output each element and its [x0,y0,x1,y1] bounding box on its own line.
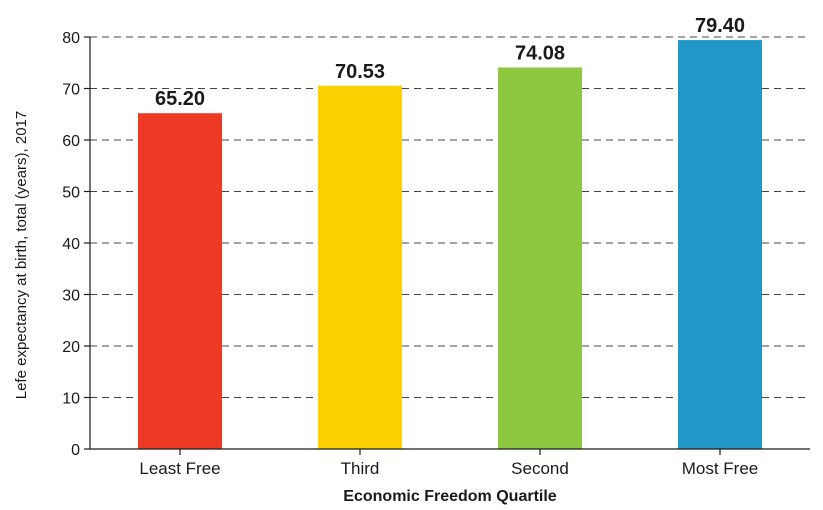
y-tick-label-0: 0 [71,442,80,459]
value-label-2: 74.08 [515,42,565,64]
y-tick-label-1: 10 [62,391,80,408]
x-tick-label-3: Most Free [682,459,759,478]
y-tick-label-5: 50 [62,185,80,202]
x-tick-label-1: Third [341,459,380,478]
value-label-3: 79.40 [695,15,745,37]
axes: 0 10 20 30 40 50 60 70 80 [62,30,810,459]
y-tick-label-8: 80 [62,30,80,47]
bar-least-free [138,113,222,449]
y-tick-label-7: 70 [62,82,80,99]
bar-third [318,85,402,449]
x-tick-label-2: Second [511,459,569,478]
bars [138,40,762,450]
bar-second [498,67,582,449]
y-tick-label-2: 20 [62,339,80,356]
y-tick-label-6: 60 [62,133,80,150]
value-label-0: 65.20 [155,88,205,110]
labels: 65.20 Least Free 70.53 Third 74.08 Second 79.4… [139,15,758,478]
y-tick-label-4: 40 [62,236,80,253]
y-axis-label: Lefe expectancy at birth, total (years),… [13,111,30,400]
y-tick-label-3: 30 [62,288,80,305]
x-axis-label: Economic Freedom Quartile [343,488,556,505]
value-label-1: 70.53 [335,61,385,83]
x-tick-label-0: Least Free [139,459,220,478]
bar-most-free [678,40,762,450]
